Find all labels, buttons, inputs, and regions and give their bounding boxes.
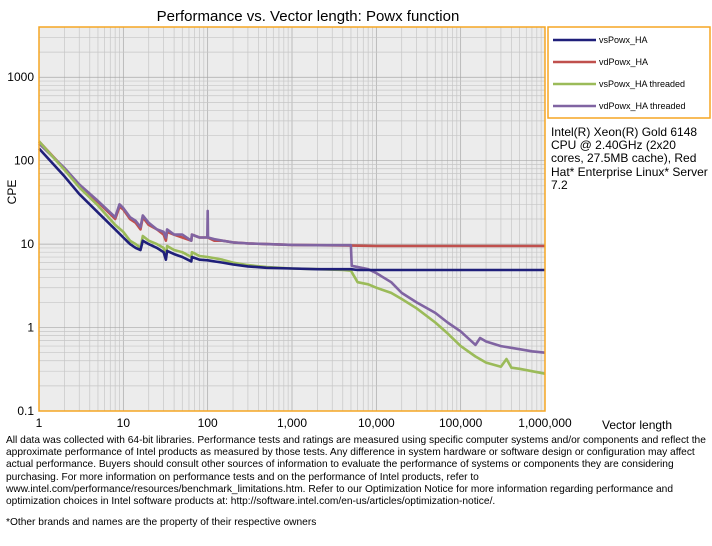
x-tick-label: 100	[198, 416, 218, 430]
legend-box	[547, 26, 711, 119]
x-axis-label: Vector length	[602, 418, 672, 432]
series-lines	[38, 140, 546, 375]
legend-label: vdPowx_HA threaded	[599, 101, 686, 111]
x-tick-label: 1,000,000	[518, 416, 572, 430]
y-tick-label: 1000	[7, 70, 34, 84]
plot-frame	[38, 26, 546, 412]
y-tick-label: 100	[14, 154, 34, 168]
chart-title: Performance vs. Vector length: Powx func…	[157, 8, 460, 25]
footnote-text: *Other brands and names are the property…	[6, 517, 317, 528]
series-line-3	[38, 142, 546, 354]
y-axis-ticks: 0.1 1 10 100 1000	[7, 70, 34, 418]
disclaimer-text: All data was collected with 64-bit libra…	[6, 435, 706, 508]
legend-label: vdPowx_HA	[599, 57, 648, 67]
x-tick-label: 10	[117, 416, 131, 430]
system-note: Intel(R) Xeon(R) Gold 6148 CPU @ 2.40GHz…	[551, 125, 708, 192]
x-tick-label: 1,000	[277, 416, 307, 430]
y-axis-label: CPE	[5, 180, 19, 205]
y-tick-label: 10	[21, 237, 35, 251]
legend-label: vsPowx_HA threaded	[599, 79, 685, 89]
x-tick-label: 10,000	[358, 416, 395, 430]
y-tick-label: 1	[27, 321, 34, 335]
x-tick-label: 100,000	[439, 416, 483, 430]
x-tick-label: 1	[36, 416, 43, 430]
series-line-2	[38, 140, 546, 375]
legend-label: vsPowx_HA	[599, 35, 648, 45]
x-axis-ticks: 1 10 100 1,000 10,000 100,000 1,000,000	[36, 416, 572, 430]
legend: vsPowx_HA vdPowx_HA vsPowx_HA threaded vdPo…	[553, 35, 686, 111]
y-tick-label: 0.1	[17, 404, 34, 418]
series-line-0	[38, 147, 545, 272]
